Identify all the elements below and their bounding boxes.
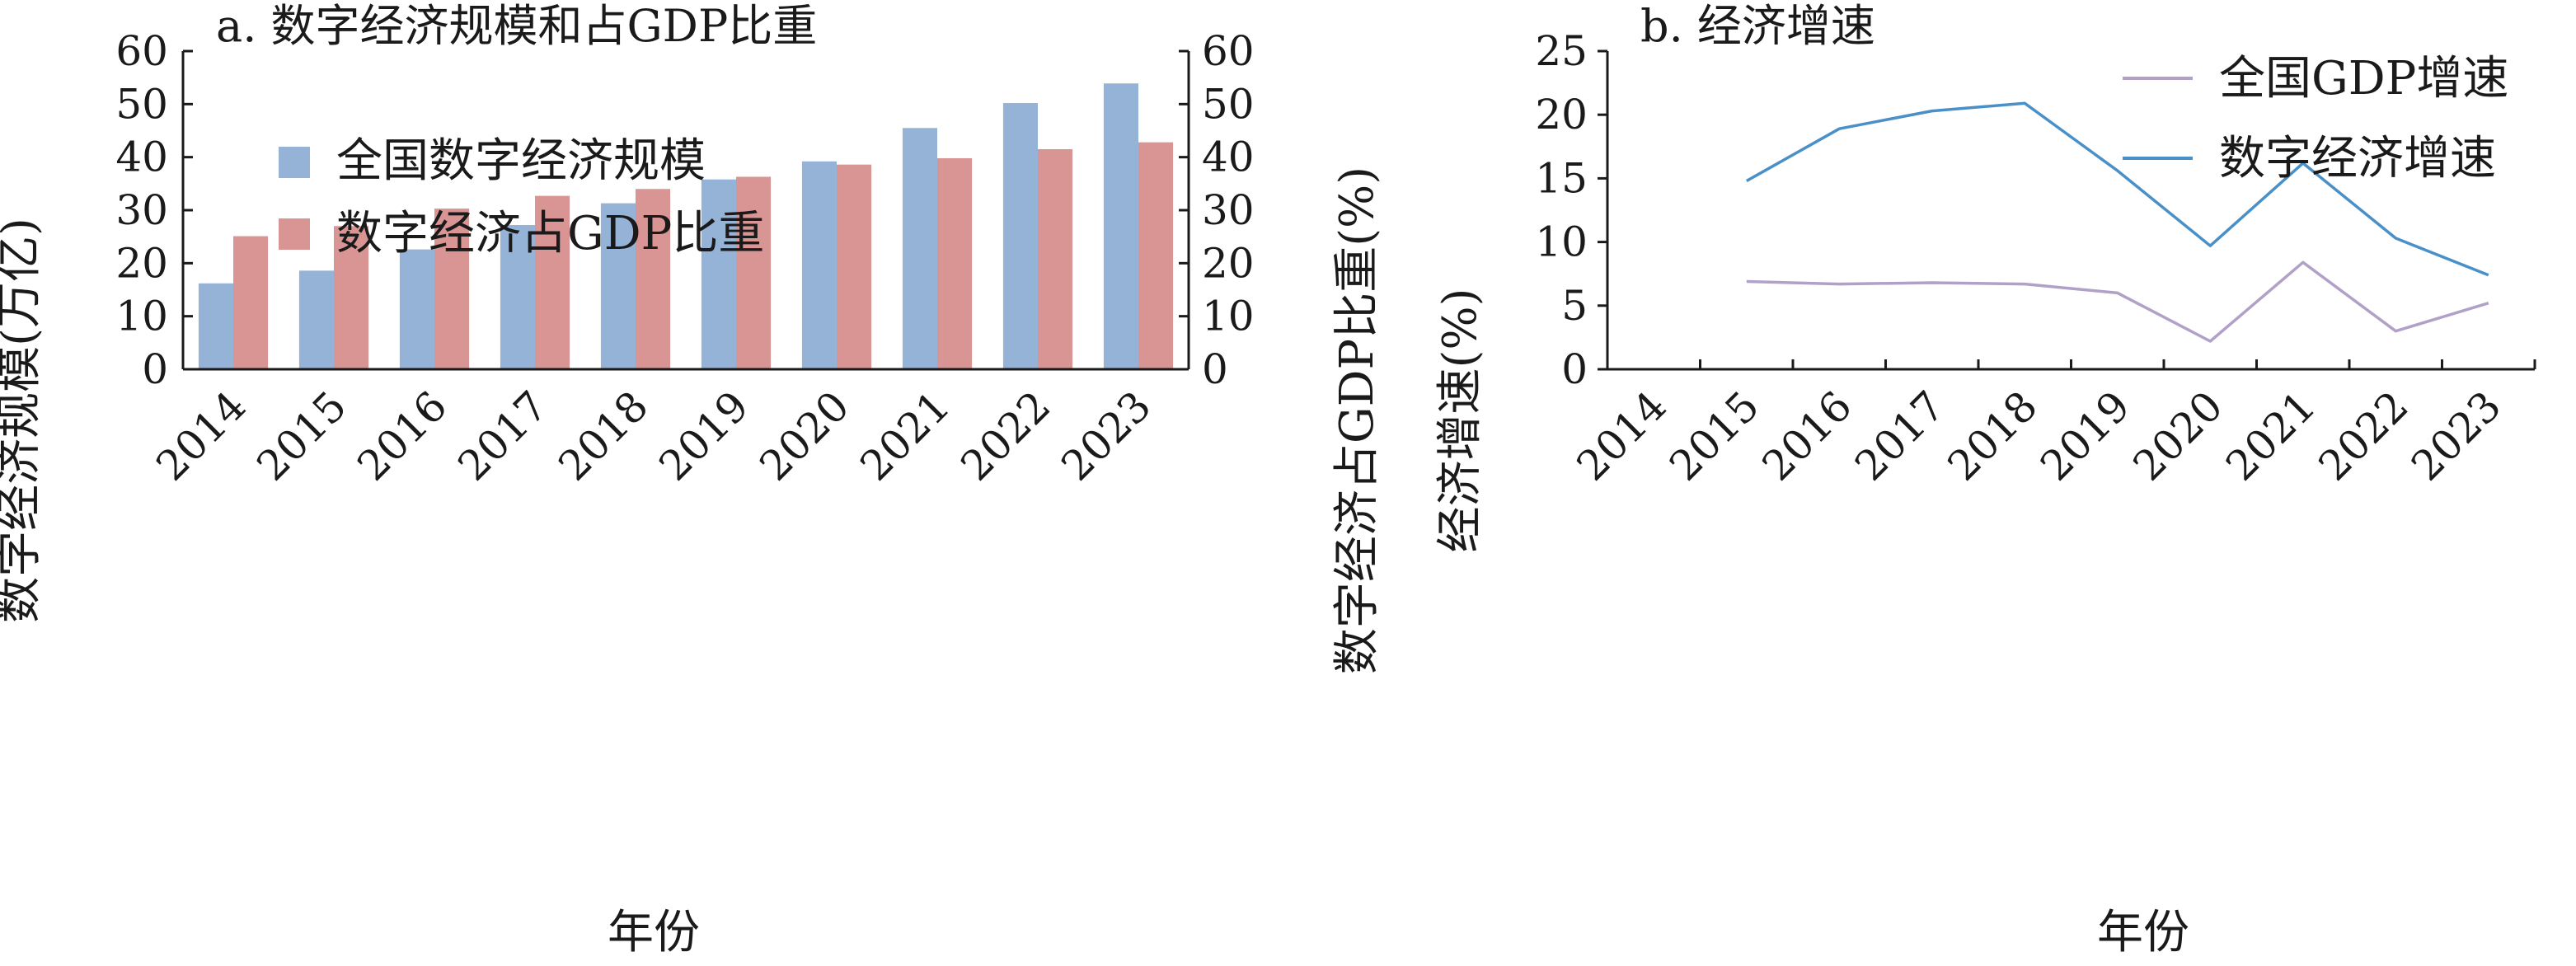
panel-b-y-tick-label: 5 xyxy=(1561,282,1588,330)
panel-b-legend: 全国GDP增速 数字经济增速 xyxy=(2123,52,2508,185)
bar-数字经济占GDP比重-2020 xyxy=(837,164,872,369)
panel-a-left-tick-label: 40 xyxy=(115,134,168,181)
panel-b-y-tick-label: 20 xyxy=(1535,91,1588,138)
panel-a-x-tick-label: 2015 xyxy=(247,382,355,490)
panel-a-x-tick-label: 2016 xyxy=(348,382,456,490)
panel-a-legend: 全国数字经济规模 数字经济占GDP比重 xyxy=(279,134,764,260)
panel-b-x-tick-label: 2018 xyxy=(1939,382,2047,490)
line-全国GDP增速 xyxy=(1746,260,2489,343)
panel-a-right-tick-label: 40 xyxy=(1202,134,1255,181)
bar-全国数字经济规模-2020 xyxy=(801,161,837,369)
bar-数字经济占GDP比重-2015 xyxy=(334,226,369,369)
panel-b-x-axis-label: 年份 xyxy=(2097,906,2189,959)
panel-a-left-tick-label: 60 xyxy=(115,27,168,75)
panel-b-x-tick-label: 2019 xyxy=(2031,382,2139,490)
bar-全国数字经济规模-2015 xyxy=(298,270,334,369)
panel-a-left-tick-label: 30 xyxy=(115,186,168,234)
panel-b-y-axis-label: 经济增速(%) xyxy=(1433,288,1487,553)
bar-数字经济占GDP比重-2023 xyxy=(1138,142,1174,370)
panel-b-title: b. 经济增速 xyxy=(1640,0,1875,52)
panel-b-x-tick-label: 2016 xyxy=(1753,382,1861,490)
panel-b-x-tick-label: 2020 xyxy=(2124,382,2232,490)
panel-b-y-tick-label: 10 xyxy=(1535,218,1588,266)
panel-b-y-tick-label: 25 xyxy=(1535,27,1588,75)
bar-全国数字经济规模-2014 xyxy=(198,283,233,369)
panel-b-x-tick-label: 2022 xyxy=(2310,382,2418,490)
panel-a-left-tick-label: 10 xyxy=(115,293,168,340)
panel-b-x-tick-label: 2021 xyxy=(2217,382,2325,490)
panel-a-x-axis-label: 年份 xyxy=(608,906,700,959)
panel-a-right-tick-label: 30 xyxy=(1202,186,1255,234)
legend-swatch-gdp-share xyxy=(279,218,310,250)
panel-b-x-tick-label: 2017 xyxy=(1846,382,1954,490)
legend-label-digital-economy-scale: 全国数字经济规模 xyxy=(336,134,706,188)
panel-b-x-tick-label: 2015 xyxy=(1660,382,1768,490)
bar-数字经济占GDP比重-2019 xyxy=(736,176,772,369)
bar-全国数字经济规模-2016 xyxy=(399,249,434,369)
bar-全国数字经济规模-2019 xyxy=(701,179,736,369)
bar-全国数字经济规模-2017 xyxy=(500,225,535,369)
panel-a-left-tick-label: 50 xyxy=(115,80,168,128)
panel-a-bars xyxy=(198,83,1174,370)
panel-a-x-tick-label: 2022 xyxy=(951,382,1059,490)
panel-a-right-tick-label: 20 xyxy=(1202,239,1255,287)
bar-全国数字经济规模-2022 xyxy=(1002,103,1038,370)
panel-a-x-tick-label: 2023 xyxy=(1052,382,1160,490)
panel-a-x-tick-label: 2019 xyxy=(650,382,758,490)
panel-a-right-tick-label: 0 xyxy=(1202,345,1228,393)
panel-b-lines xyxy=(1745,101,2489,343)
bar-全国数字经济规模-2021 xyxy=(902,128,937,370)
bar-全国数字经济规模-2018 xyxy=(600,203,636,369)
line-数字经济增速 xyxy=(1745,101,2489,277)
bar-数字经济占GDP比重-2014 xyxy=(233,236,269,369)
legend-label-gdp-share: 数字经济占GDP比重 xyxy=(336,207,764,260)
panel-a-x-tick-label: 2018 xyxy=(549,382,657,490)
bar-全国数字经济规模-2023 xyxy=(1103,83,1138,369)
legend-label-gdp-growth: 全国GDP增速 xyxy=(2219,52,2508,106)
bar-数字经济占GDP比重-2017 xyxy=(535,195,570,369)
panel-a-left-tick-label: 0 xyxy=(142,345,168,393)
panel-b: b. 经济增速 经济增速(%) 年份 051015202520142015201… xyxy=(1433,0,2536,959)
panel-a-right-tick-label: 50 xyxy=(1202,80,1255,128)
panel-a-left-tick-label: 20 xyxy=(115,239,168,287)
bar-数字经济占GDP比重-2021 xyxy=(937,157,973,369)
panel-a-right-tick-label: 10 xyxy=(1202,293,1255,340)
panel-b-x-tick-label: 2023 xyxy=(2402,382,2510,490)
panel-a-x-tick-label: 2020 xyxy=(750,382,858,490)
panel-a-right-tick-label: 60 xyxy=(1202,27,1255,75)
panel-b-y-tick-label: 0 xyxy=(1561,345,1588,393)
panel-a: a. 数字经济规模和占GDP比重 数字经济规模(万亿) 数字经济占GDP比重(%… xyxy=(0,0,1384,959)
panel-a-x-tick-label: 2017 xyxy=(448,382,556,490)
panel-a-x-tick-label: 2021 xyxy=(851,382,959,490)
panel-a-right-axis-label: 数字经济占GDP比重(%) xyxy=(1330,166,1384,674)
bar-数字经济占GDP比重-2018 xyxy=(636,189,671,369)
panel-b-x-tick-label: 2014 xyxy=(1568,382,1676,490)
legend-swatch-digital-economy-scale xyxy=(279,147,310,178)
panel-a-left-axis-label: 数字经济规模(万亿) xyxy=(0,218,46,623)
bar-数字经济占GDP比重-2016 xyxy=(434,209,470,369)
panel-b-y-tick-label: 15 xyxy=(1535,154,1588,202)
legend-label-digital-growth: 数字经济增速 xyxy=(2219,132,2496,185)
bar-数字经济占GDP比重-2022 xyxy=(1038,149,1073,369)
panel-a-x-tick-label: 2014 xyxy=(147,382,255,490)
panel-a-title: a. 数字经济规模和占GDP比重 xyxy=(216,0,817,52)
